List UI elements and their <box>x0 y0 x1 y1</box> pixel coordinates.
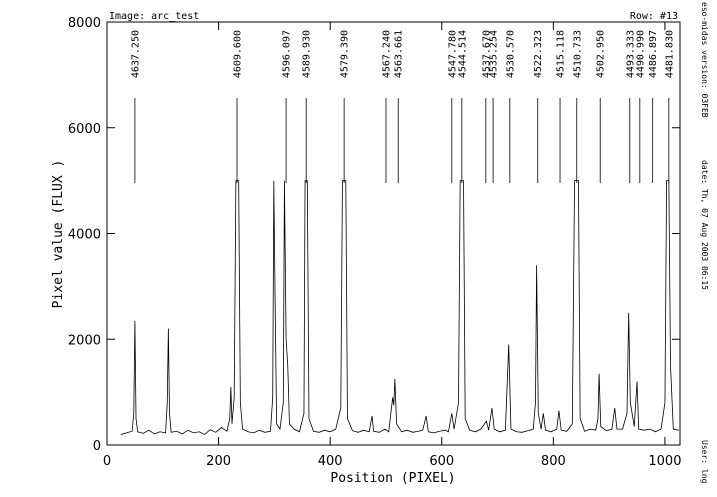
side-text: User: lng <box>700 440 709 484</box>
row-label: Row: #13 <box>630 11 678 22</box>
line-id-label: 4589.930 <box>302 30 313 78</box>
line-id-label: 4535.254 <box>489 30 500 78</box>
x-tick-label: 800 <box>541 454 566 469</box>
line-id-label: 4567.240 <box>381 30 392 78</box>
y-tick-label: 2000 <box>68 333 101 348</box>
line-id-label: 4637.250 <box>130 30 141 78</box>
line-id-label: 4596.097 <box>282 30 293 78</box>
line-id-label: 4502.950 <box>596 30 607 78</box>
y-axis-label: Pixel value (FLUX ) <box>51 160 66 309</box>
plot-frame <box>106 21 681 446</box>
y-tick-label: 4000 <box>68 228 101 243</box>
y-tick-label: 8000 <box>68 16 101 31</box>
y-tick-label: 0 <box>93 439 101 454</box>
line-id-label: 4563.661 <box>394 30 405 78</box>
line-id-label: 4537.670 <box>481 30 492 78</box>
line-id-label: 4486.897 <box>648 30 659 78</box>
x-tick-label: 1000 <box>648 454 681 469</box>
line-id-label: 4481.830 <box>664 30 675 78</box>
line-id-label: 4515.118 <box>556 30 567 78</box>
line-id-label: 4544.514 <box>457 30 468 78</box>
x-tick-label: 200 <box>206 454 231 469</box>
line-id-label: 4530.570 <box>505 30 516 78</box>
line-id-label: 4609.600 <box>232 30 243 78</box>
line-id-label: 4490.990 <box>635 30 646 78</box>
x-tick-label: 0 <box>103 454 111 469</box>
y-tick-label: 6000 <box>68 122 101 137</box>
line-id-label: 4493.333 <box>625 30 636 78</box>
line-id-label: 4547.780 <box>447 30 458 78</box>
x-tick-label: 400 <box>318 454 343 469</box>
line-id-label: 4510.733 <box>572 30 583 78</box>
spectrum-line <box>120 180 679 435</box>
side-text: eso-midas version: 03FEB <box>700 2 709 118</box>
line-id-label: 4522.323 <box>533 30 544 78</box>
x-tick-label: 600 <box>429 454 454 469</box>
image-label: Image: arc_test <box>109 11 199 22</box>
x-axis-label: Position (PIXEL) <box>330 471 455 486</box>
line-id-label: 4579.390 <box>340 30 351 78</box>
side-text: date: Th, 07 Aug 2003 06:15 <box>700 160 709 290</box>
